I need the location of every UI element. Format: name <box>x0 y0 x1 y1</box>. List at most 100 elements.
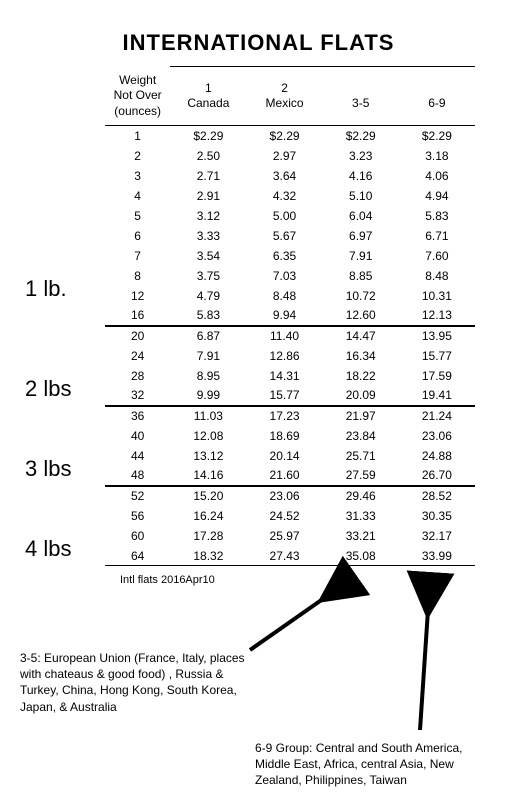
cell: 9.94 <box>246 306 322 326</box>
cell: 21.24 <box>399 406 475 426</box>
cell: 18.69 <box>246 426 322 446</box>
cell: 5.10 <box>323 186 399 206</box>
cell: 9.99 <box>170 386 246 406</box>
header-group35: 3-5 <box>323 67 399 126</box>
header-canada: 1 Canada <box>170 67 246 126</box>
header-group69: 6-9 <box>399 67 475 126</box>
cell: 2.50 <box>170 146 246 166</box>
cell: 6 <box>105 226 170 246</box>
note-group-35: 3-5: European Union (France, Italy, plac… <box>20 650 260 715</box>
cell: 6.71 <box>399 226 475 246</box>
table-row: 4413.1220.1425.7124.88 <box>105 446 475 466</box>
table-row: 83.757.038.858.48 <box>105 266 475 286</box>
cell: 10.72 <box>323 286 399 306</box>
lb-label: 2 lbs <box>25 376 71 402</box>
page-title: INTERNATIONAL FLATS <box>0 0 517 66</box>
cell: 3.12 <box>170 206 246 226</box>
header-weight: Weight Not Over (ounces) <box>105 67 170 126</box>
cell: 24.52 <box>246 506 322 526</box>
cell: 2 <box>105 146 170 166</box>
footnote: Intl flats 2016Apr10 <box>120 574 517 586</box>
lb-label: 3 lbs <box>25 456 71 482</box>
lb-label: 1 lb. <box>25 276 67 302</box>
table-row: 247.9112.8616.3415.77 <box>105 346 475 366</box>
table-row: 42.914.325.104.94 <box>105 186 475 206</box>
cell: 8.48 <box>399 266 475 286</box>
cell: 40 <box>105 426 170 446</box>
table-row: 4814.1621.6027.5926.70 <box>105 466 475 486</box>
cell: 6.97 <box>323 226 399 246</box>
cell: 17.28 <box>170 526 246 546</box>
table-row: 32.713.644.164.06 <box>105 166 475 186</box>
cell: 11.03 <box>170 406 246 426</box>
cell: 2.91 <box>170 186 246 206</box>
cell: 7.91 <box>170 346 246 366</box>
cell: 33.99 <box>399 546 475 566</box>
cell: 32.17 <box>399 526 475 546</box>
cell: 14.16 <box>170 466 246 486</box>
cell: 1 <box>105 126 170 146</box>
table-row: 5616.2424.5231.3330.35 <box>105 506 475 526</box>
cell: 4.32 <box>246 186 322 206</box>
cell: 16.34 <box>323 346 399 366</box>
cell: 3.18 <box>399 146 475 166</box>
cell: 2.97 <box>246 146 322 166</box>
table-row: 124.798.4810.7210.31 <box>105 286 475 306</box>
cell: 18.22 <box>323 366 399 386</box>
cell: 3.64 <box>246 166 322 186</box>
cell: 18.32 <box>170 546 246 566</box>
cell: 14.47 <box>323 326 399 346</box>
cell: 12.08 <box>170 426 246 446</box>
rate-table: Weight Not Over (ounces) 1 Canada 2 Mexi… <box>105 66 475 566</box>
cell: 5.67 <box>246 226 322 246</box>
cell: 5.83 <box>399 206 475 226</box>
cell: 25.71 <box>323 446 399 466</box>
cell: $2.29 <box>170 126 246 146</box>
table-row: 1$2.29$2.29$2.29$2.29 <box>105 126 475 146</box>
cell: 60 <box>105 526 170 546</box>
table-row: 6017.2825.9733.2132.17 <box>105 526 475 546</box>
cell: 32 <box>105 386 170 406</box>
cell: 31.33 <box>323 506 399 526</box>
cell: 13.12 <box>170 446 246 466</box>
cell: 20.09 <box>323 386 399 406</box>
cell: 13.95 <box>399 326 475 346</box>
cell: 5.83 <box>170 306 246 326</box>
cell: 25.97 <box>246 526 322 546</box>
cell: 28.52 <box>399 486 475 506</box>
cell: 15.77 <box>399 346 475 366</box>
cell: 6.04 <box>323 206 399 226</box>
cell: 36 <box>105 406 170 426</box>
cell: 15.77 <box>246 386 322 406</box>
cell: 2.71 <box>170 166 246 186</box>
cell: 26.70 <box>399 466 475 486</box>
cell: 16.24 <box>170 506 246 526</box>
cell: 12.13 <box>399 306 475 326</box>
cell: 30.35 <box>399 506 475 526</box>
note-group-69: 6-9 Group: Central and South America, Mi… <box>255 740 495 789</box>
cell: 3.33 <box>170 226 246 246</box>
cell: $2.29 <box>323 126 399 146</box>
cell: 64 <box>105 546 170 566</box>
cell: 23.06 <box>246 486 322 506</box>
table-row: 4012.0818.6923.8423.06 <box>105 426 475 446</box>
table-row: 5215.2023.0629.4628.52 <box>105 486 475 506</box>
cell: 3 <box>105 166 170 186</box>
table-row: 329.9915.7720.0919.41 <box>105 386 475 406</box>
cell: 16 <box>105 306 170 326</box>
cell: 7.60 <box>399 246 475 266</box>
cell: $2.29 <box>246 126 322 146</box>
cell: 20 <box>105 326 170 346</box>
cell: 4.06 <box>399 166 475 186</box>
cell: 7.91 <box>323 246 399 266</box>
cell: 6.87 <box>170 326 246 346</box>
cell: 29.46 <box>323 486 399 506</box>
cell: 4.16 <box>323 166 399 186</box>
cell: 44 <box>105 446 170 466</box>
cell: 24.88 <box>399 446 475 466</box>
table-row: 53.125.006.045.83 <box>105 206 475 226</box>
table-row: 73.546.357.917.60 <box>105 246 475 266</box>
cell: 8.48 <box>246 286 322 306</box>
cell: 12 <box>105 286 170 306</box>
rate-table-container: Weight Not Over (ounces) 1 Canada 2 Mexi… <box>105 66 475 566</box>
